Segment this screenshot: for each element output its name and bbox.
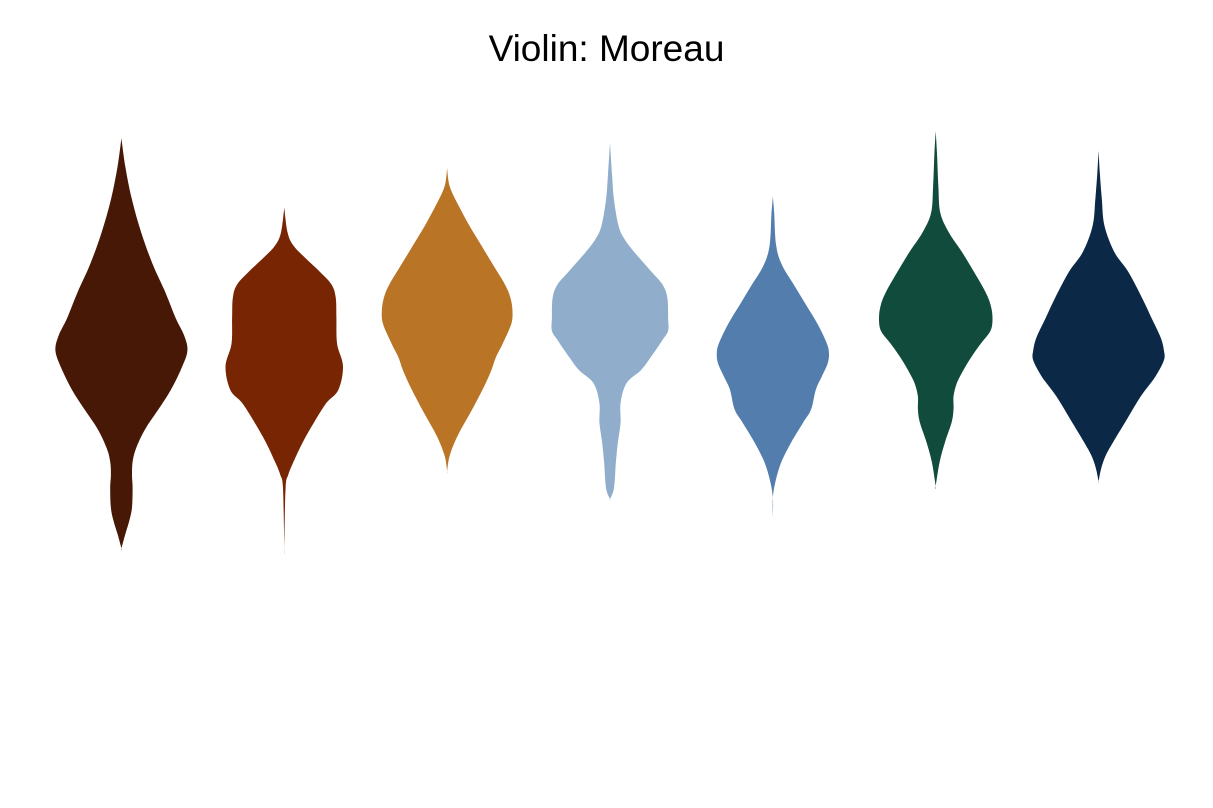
violin-6 — [879, 131, 993, 490]
chart-title: Violin: Moreau — [488, 28, 725, 69]
violin-2 — [225, 207, 344, 555]
violin-4 — [551, 142, 669, 501]
violin-7 — [1032, 150, 1165, 484]
violin-3 — [381, 168, 513, 473]
violin-5 — [716, 196, 830, 521]
violin-1 — [55, 138, 188, 551]
